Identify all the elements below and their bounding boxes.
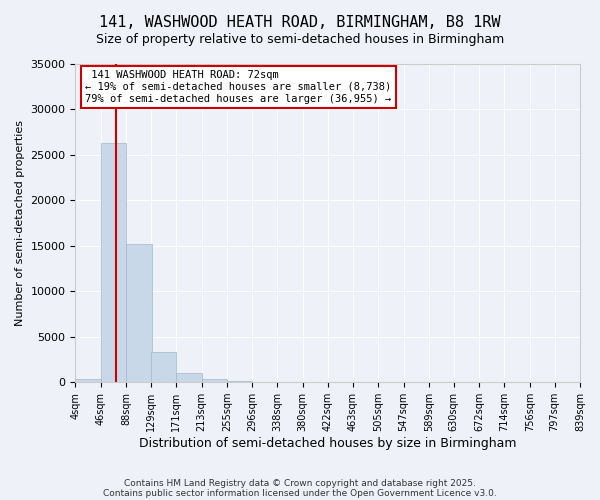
Bar: [202, 378, 227, 382]
Bar: [227, 381, 253, 382]
Text: Size of property relative to semi-detached houses in Birmingham: Size of property relative to semi-detach…: [96, 32, 504, 46]
Text: Contains public sector information licensed under the Open Government Licence v3: Contains public sector information licen…: [103, 488, 497, 498]
Text: 141 WASHWOOD HEATH ROAD: 72sqm
← 19% of semi-detached houses are smaller (8,738): 141 WASHWOOD HEATH ROAD: 72sqm ← 19% of …: [85, 70, 392, 104]
Bar: [101, 143, 126, 382]
Bar: [76, 378, 101, 382]
X-axis label: Distribution of semi-detached houses by size in Birmingham: Distribution of semi-detached houses by …: [139, 437, 517, 450]
Bar: [151, 352, 176, 382]
Y-axis label: Number of semi-detached properties: Number of semi-detached properties: [15, 120, 25, 326]
Bar: [126, 244, 152, 382]
Text: Contains HM Land Registry data © Crown copyright and database right 2025.: Contains HM Land Registry data © Crown c…: [124, 478, 476, 488]
Text: 141, WASHWOOD HEATH ROAD, BIRMINGHAM, B8 1RW: 141, WASHWOOD HEATH ROAD, BIRMINGHAM, B8…: [99, 15, 501, 30]
Bar: [176, 373, 202, 382]
